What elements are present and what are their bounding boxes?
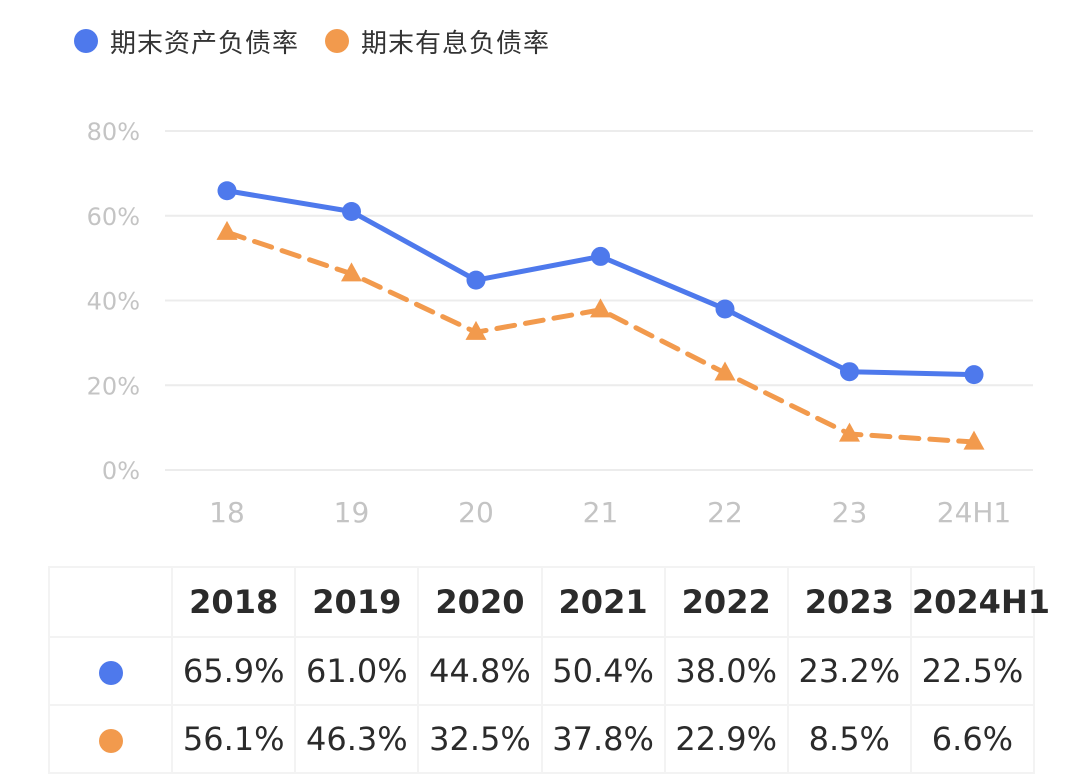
interest-bearing-point (714, 361, 736, 381)
legend-dot-interest-bearing (325, 29, 350, 53)
y-tick-label: 40% (87, 288, 140, 316)
table-cell: 56.1% (171, 704, 297, 774)
asset-liability-line (224, 188, 977, 378)
interest-bearing-point (839, 422, 860, 442)
legend-label-asset-liability: 期末资产负债率 (110, 28, 300, 59)
x-tick-label: 20 (458, 496, 494, 529)
asset-liability-point (342, 202, 361, 222)
x-tick-label: 23 (832, 496, 868, 529)
table-year-cell: 2021 (540, 566, 666, 638)
table-corner-cell (47, 566, 174, 638)
row-marker-cell (47, 636, 174, 706)
table-year-cell: 2020 (417, 566, 543, 638)
table-year-cell: 2023 (786, 566, 912, 638)
data-table: 2018 2019 2020 2021 2022 2023 2024H1 65.… (47, 566, 1050, 774)
legend-item-asset-liability[interactable]: 期末资产负债率 (74, 23, 299, 60)
legend-item-interest-bearing[interactable]: 期末有息负债率 (325, 23, 550, 60)
row-dot-asset-liability (98, 661, 123, 685)
table-cell: 22.5% (909, 636, 1036, 706)
table-cell: 44.8% (417, 636, 543, 706)
asset-liability-point (715, 299, 735, 319)
table-year-cell: 2022 (663, 566, 789, 638)
table-cell: 50.4% (540, 636, 666, 706)
chart-legend: 期末资产负债率 期末有息负债率 (74, 22, 576, 60)
asset-liability-point (840, 362, 859, 382)
table-row-interest-bearing: 56.1% 46.3% 32.5% 37.8% 22.9% 8.5% 6.6% (47, 704, 1036, 774)
interest-bearing-point (590, 298, 611, 318)
x-tick-label: 22 (707, 496, 743, 529)
y-tick-label: 20% (87, 372, 140, 400)
table-year-cell: 2018 (171, 566, 297, 638)
x-tick-label: 18 (209, 496, 245, 529)
x-tick-label: 24H1 (937, 496, 1012, 529)
x-tick-label: 21 (583, 496, 619, 529)
interest-bearing-point (963, 430, 985, 450)
table-year-cell: 2019 (294, 566, 420, 638)
table-year-cell: 2024H1 (909, 566, 1050, 638)
row-marker-cell (47, 704, 174, 774)
table-cell: 38.0% (663, 636, 789, 706)
interest-bearing-point (341, 262, 362, 282)
asset-liability-point (964, 365, 984, 385)
asset-liability-point (591, 246, 610, 266)
table-cell: 32.5% (417, 704, 543, 774)
table-cell: 22.9% (663, 704, 789, 774)
asset-liability-point (217, 181, 237, 201)
table-row-asset-liability: 65.9% 61.0% 44.8% 50.4% 38.0% 23.2% 22.5… (47, 636, 1036, 706)
table-cell: 6.6% (909, 704, 1036, 774)
row-dot-interest-bearing (98, 729, 123, 753)
interest-bearing-point (216, 220, 238, 240)
asset-liability-point (466, 270, 486, 290)
legend-dot-asset-liability (74, 29, 98, 53)
y-tick-label: 60% (87, 203, 140, 231)
legend-label-interest-bearing: 期末有息负债率 (361, 28, 551, 59)
interest-bearing-point (465, 320, 487, 340)
x-tick-label: 19 (334, 496, 370, 529)
y-tick-label: 80% (87, 118, 140, 146)
y-tick-label: 0% (102, 457, 140, 485)
table-header-row: 2018 2019 2020 2021 2022 2023 2024H1 (47, 566, 1050, 638)
table-cell: 61.0% (294, 636, 420, 706)
table-cell: 23.2% (786, 636, 912, 706)
table-cell: 37.8% (540, 704, 666, 774)
table-cell: 65.9% (171, 636, 297, 706)
line-chart: 0% 20% 40% 60% 80% 18 19 20 21 22 23 24H1 (87, 118, 1033, 529)
table-cell: 46.3% (294, 704, 420, 774)
table-cell: 8.5% (786, 704, 912, 774)
